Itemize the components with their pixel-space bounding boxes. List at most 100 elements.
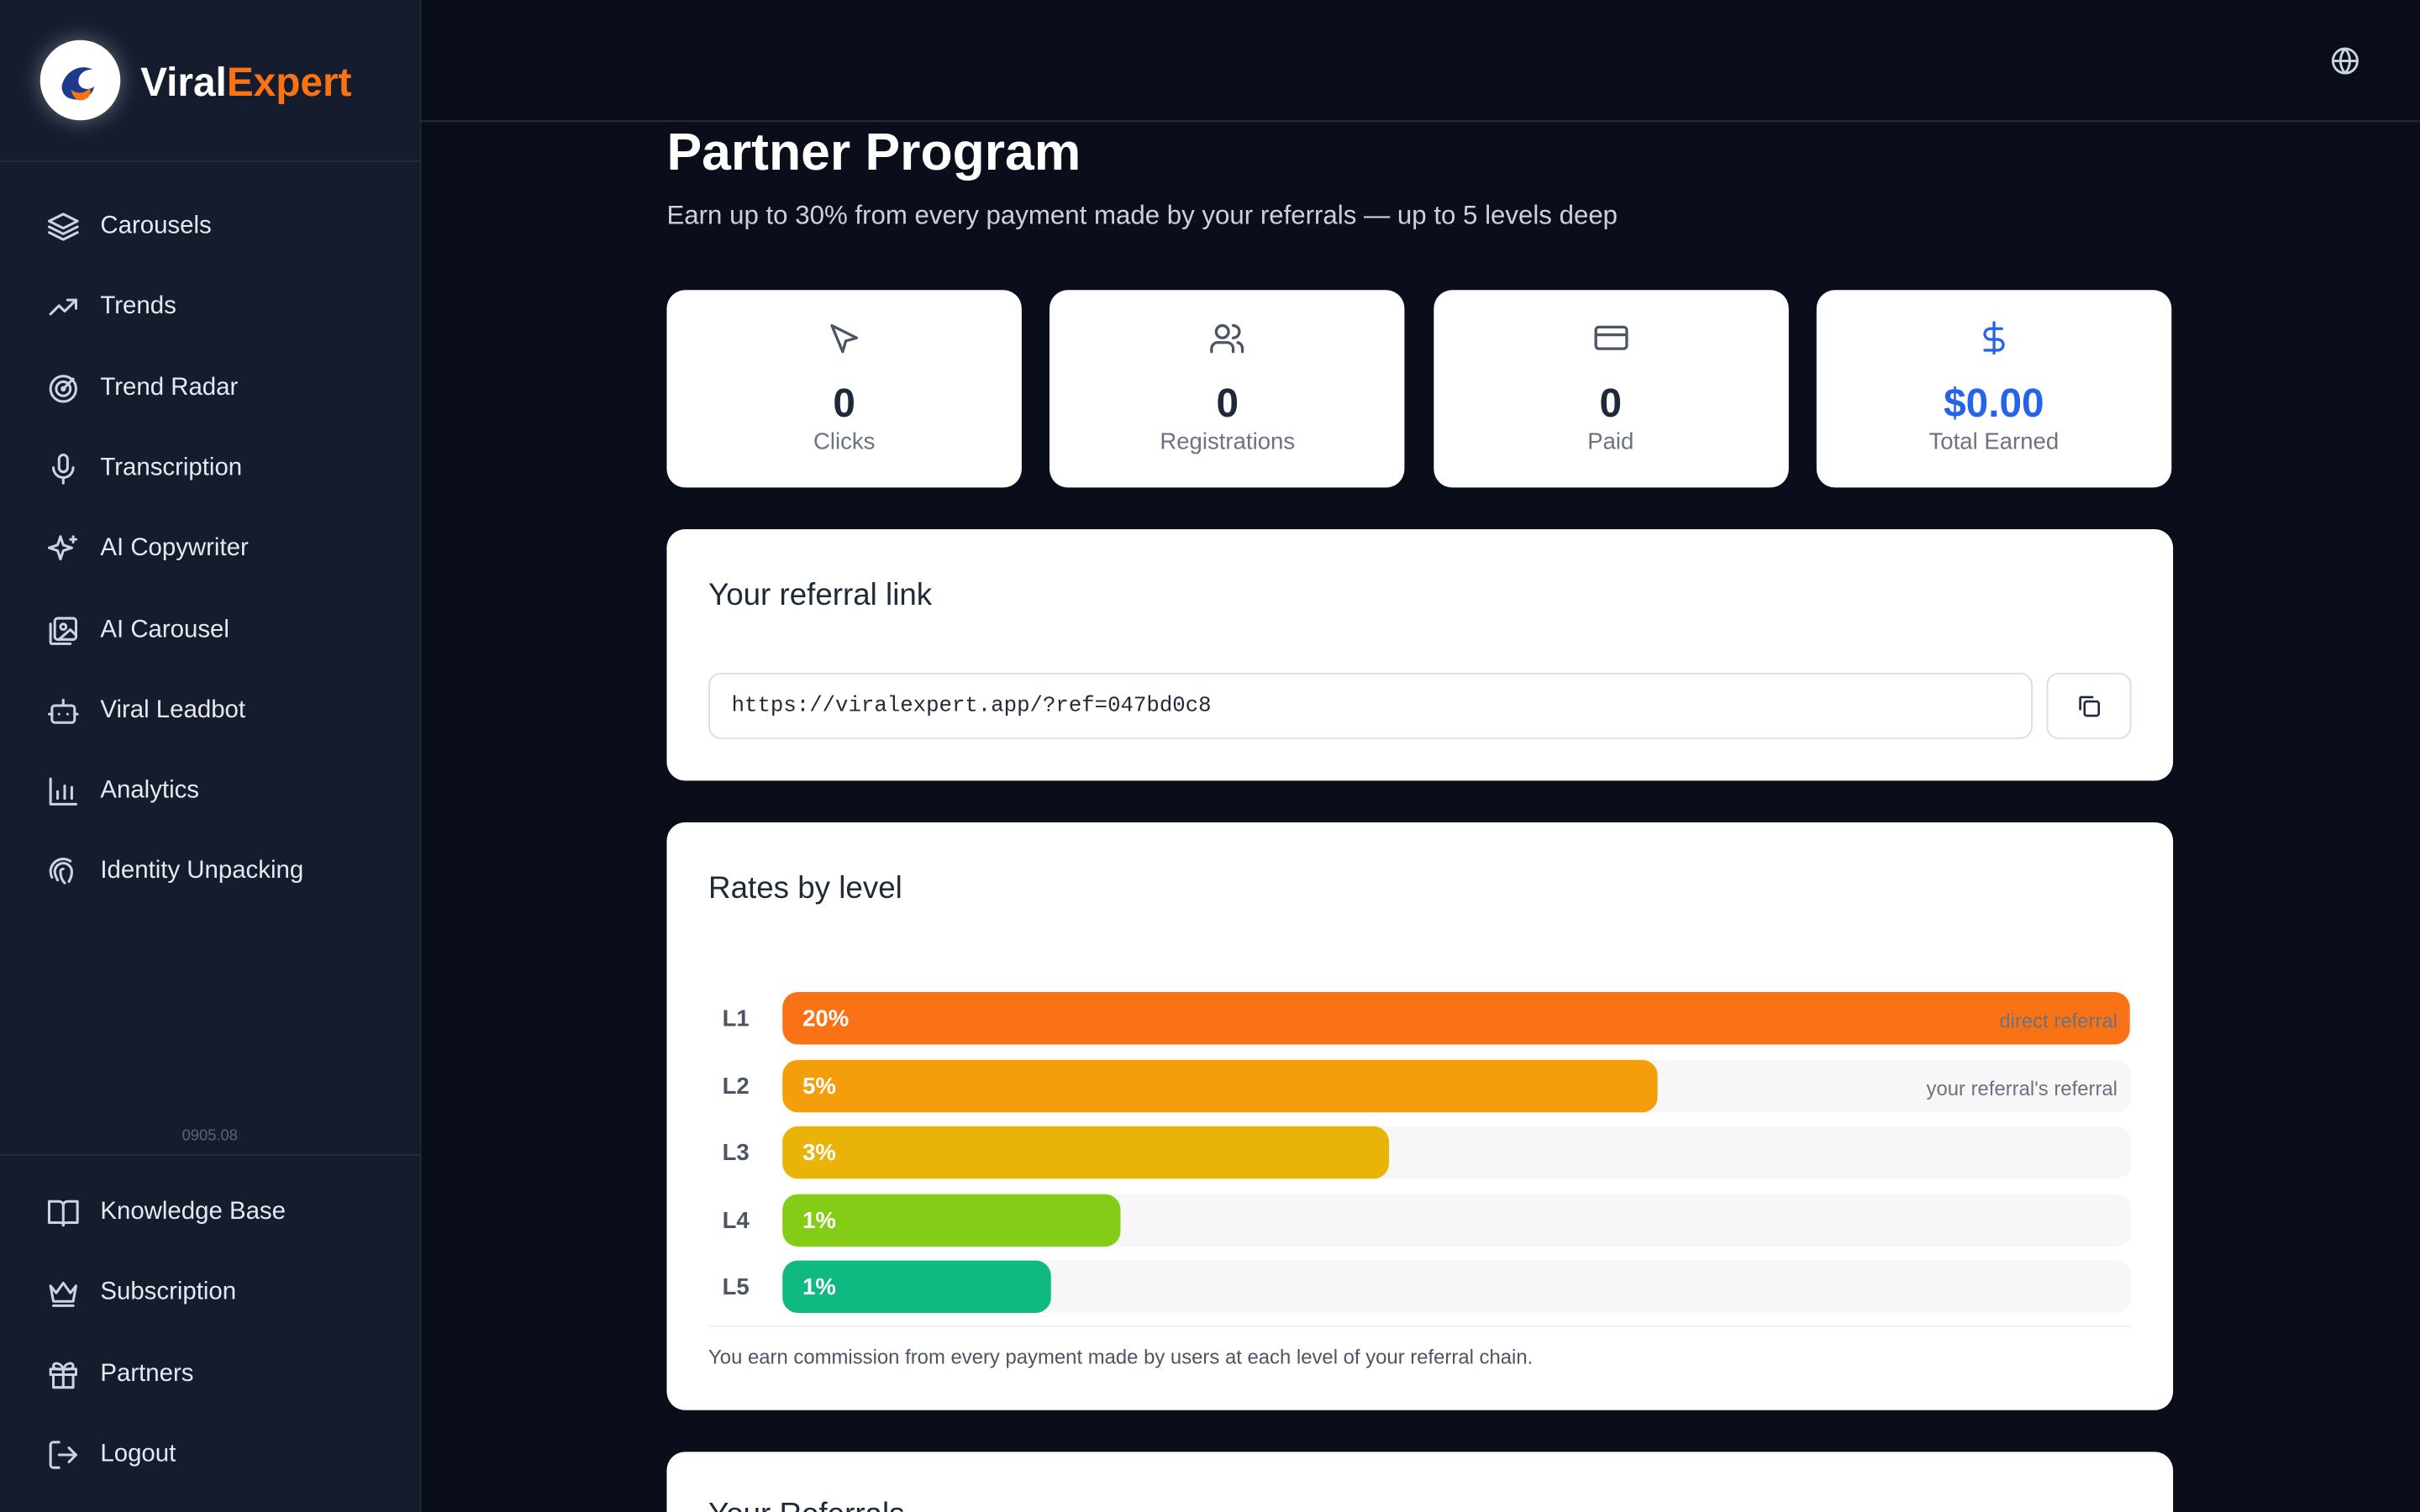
icon [49, 1361, 77, 1389]
rate-value: 1% [802, 1207, 836, 1235]
page-subtitle: Earn up to 30% from every payment made b… [666, 200, 1618, 230]
icon [1210, 323, 1244, 354]
nav-label: Knowledge Base [100, 1199, 286, 1226]
rate-bar: 1% [782, 1194, 1121, 1247]
icon [47, 698, 79, 724]
rate-note: direct referral [1999, 1009, 2118, 1032]
sidebar: ViralExpert Carousels Trends Trend Radar Tr… [0, 0, 422, 1512]
icon [49, 858, 73, 885]
logo-mark [61, 67, 95, 101]
brand-first: Viral [140, 58, 227, 105]
stat-card: 0 Paid [1433, 290, 1789, 488]
nav-item[interactable]: Trends [0, 276, 420, 338]
version: 0905.08 [182, 1127, 239, 1145]
stat-label: Paid [1587, 428, 1634, 455]
stat-value: 0 [1216, 379, 1239, 426]
level-label: L2 [722, 1073, 750, 1100]
stat-value: 0 [1599, 379, 1623, 426]
page-title: Partner Program [666, 123, 1081, 182]
rate-value: 3% [802, 1140, 836, 1167]
stat-card: 0 Registrations [1050, 290, 1405, 488]
rate-bar: 5% [782, 1059, 1658, 1112]
nav-item[interactable]: Identity Unpacking [0, 842, 420, 903]
icon [1593, 325, 1628, 350]
nav-item[interactable]: Logout [0, 1424, 420, 1485]
nav-item[interactable]: Trend Radar [0, 357, 420, 418]
icon [830, 323, 859, 354]
nav-item[interactable]: Knowledge Base [0, 1182, 420, 1243]
level-label: L1 [722, 1005, 750, 1032]
referral-input[interactable]: https://viralexpert.app/?ref=047bd0c8 [708, 672, 2033, 739]
referrals-card: Your Referrals [666, 1452, 2174, 1512]
language-button[interactable] [2330, 46, 2360, 76]
nav-label: Subscription [100, 1279, 237, 1306]
rate-row: L2 5% your referral's referral [708, 1059, 2132, 1112]
rate-track: 1% [782, 1194, 2132, 1247]
nav-label: Transcription [100, 454, 243, 481]
level-label: L5 [722, 1274, 750, 1302]
rate-row: L3 3% [708, 1126, 2132, 1179]
rate-bar: 20% [782, 992, 2130, 1045]
copy-button[interactable] [2046, 672, 2132, 739]
rate-track: 1% [782, 1261, 2132, 1314]
icon [47, 213, 79, 241]
nav-label: Viral Leadbot [100, 696, 246, 724]
level-label: L4 [722, 1207, 750, 1235]
icon [49, 374, 77, 402]
nav-item[interactable]: AI Carousel [0, 600, 420, 661]
rate-bar: 1% [782, 1261, 1051, 1314]
brand-second: Expert [226, 58, 352, 105]
icon [49, 1282, 77, 1308]
card-title: Your referral link [708, 578, 933, 613]
nav-item[interactable]: AI Copywriter [0, 518, 420, 580]
icon [47, 535, 77, 561]
nav-label: Logout [100, 1441, 176, 1467]
nav-item[interactable]: Subscription [0, 1263, 420, 1324]
icon [49, 299, 77, 316]
rate-track: 20% direct referral [782, 992, 2132, 1045]
nav-item[interactable]: Partners [0, 1343, 420, 1404]
rate-track: 3% [782, 1126, 2132, 1179]
nav-label: AI Carousel [100, 616, 229, 643]
icon [1983, 321, 2005, 355]
nav-label: Partners [100, 1360, 194, 1387]
level-label: L3 [722, 1140, 750, 1167]
stat-value: $0.00 [1944, 379, 2044, 426]
icon [49, 616, 77, 644]
nav-item[interactable]: Transcription [0, 438, 420, 499]
nav-label: Trend Radar [100, 374, 239, 401]
stat-label: Clicks [813, 428, 876, 455]
referral-card: Your referral link https://viralexpert.a… [666, 529, 2174, 781]
referral-url: https://viralexpert.app/?ref=047bd0c8 [731, 694, 1212, 719]
stat-label: Registrations [1160, 428, 1296, 455]
nav-label: Trends [100, 293, 176, 320]
stat-label: Total Earned [1928, 428, 2060, 455]
brand: ViralExpert [140, 59, 351, 107]
rate-note: your referral's referral [1926, 1076, 2118, 1100]
rate-row: L1 20% direct referral [708, 992, 2132, 1045]
nav-label: AI Copywriter [100, 535, 249, 562]
topbar-border [419, 120, 2420, 123]
icon [49, 777, 77, 806]
nav-item[interactable]: Viral Leadbot [0, 680, 420, 742]
rates-card: Rates by level You earn commission from … [666, 822, 2174, 1410]
card-title: Rates by level [708, 871, 902, 906]
logo[interactable] [39, 39, 121, 121]
divider [0, 160, 420, 162]
stat-card: $0.00 Total Earned [1816, 290, 2172, 488]
rate-bar: 3% [782, 1126, 1390, 1179]
nav-item[interactable]: Carousels [0, 196, 420, 257]
stat-card: 0 Clicks [666, 290, 1022, 488]
nav-item[interactable]: Analytics [0, 761, 420, 822]
divider [0, 1153, 420, 1156]
icon [49, 1441, 77, 1469]
nav-label: Carousels [100, 213, 212, 239]
rate-value: 5% [802, 1073, 836, 1100]
nav-label: Analytics [100, 777, 199, 805]
copy-icon [2079, 696, 2101, 717]
nav-label: Identity Unpacking [100, 858, 304, 885]
rate-row: L4 1% [708, 1194, 2132, 1247]
rate-track: 5% your referral's referral [782, 1059, 2132, 1112]
stat-value: 0 [833, 379, 855, 426]
